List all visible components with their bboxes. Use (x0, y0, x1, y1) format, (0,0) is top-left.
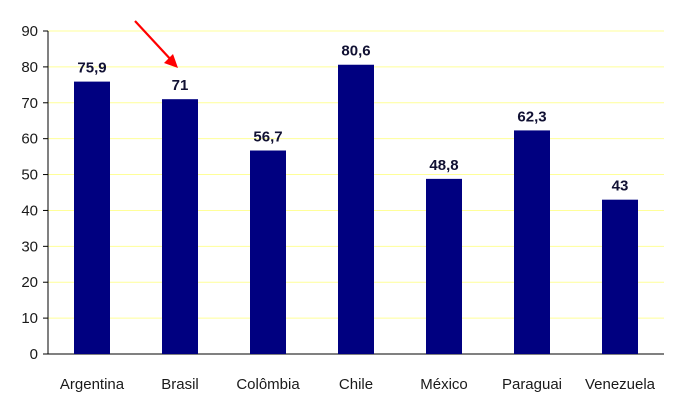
value-label: 43 (612, 178, 629, 195)
value-labels: 75,9 71 56,7 80,6 48,8 62,3 43 (77, 43, 628, 195)
y-tick-label: 40 (21, 202, 38, 219)
y-tick-label: 60 (21, 131, 38, 148)
x-category-label: Argentina (60, 376, 125, 393)
x-category-label: Colômbia (236, 376, 300, 393)
y-tick-label: 70 (21, 95, 38, 112)
x-category-label: Venezuela (585, 376, 656, 393)
bar-colômbia (250, 150, 286, 354)
bar-chile (338, 64, 374, 354)
bar-paraguai (514, 130, 550, 354)
value-label: 75,9 (77, 60, 106, 77)
x-category-label: Paraguai (502, 376, 562, 393)
y-tick-label: 80 (21, 59, 38, 76)
x-category-label: Chile (339, 376, 373, 393)
value-label: 80,6 (341, 43, 370, 60)
arrow-head (164, 54, 178, 68)
value-label: 71 (172, 77, 189, 94)
value-label: 48,8 (429, 157, 458, 174)
value-label: 56,7 (253, 129, 282, 146)
value-label: 62,3 (517, 108, 546, 125)
bar-venezuela (602, 199, 638, 354)
y-axis-ticks: 0 10 20 30 40 50 60 70 80 90 (21, 23, 38, 363)
arrow-shaft (134, 20, 174, 63)
y-tick-label: 10 (21, 310, 38, 327)
y-tick-label: 50 (21, 167, 38, 184)
bars (74, 64, 638, 354)
annotation (134, 20, 178, 68)
y-tick-label: 20 (21, 274, 38, 291)
y-tick-label: 0 (30, 346, 38, 363)
bar-brasil (162, 99, 198, 354)
y-tick-label: 90 (21, 23, 38, 40)
x-category-label: Brasil (161, 376, 199, 393)
x-axis-labels: Argentina Brasil Colômbia Chile México Paragu… (60, 376, 656, 393)
x-category-label: México (420, 376, 468, 393)
bar-méxico (426, 178, 462, 354)
y-tick-label: 30 (21, 238, 38, 255)
bar-argentina (74, 81, 110, 354)
